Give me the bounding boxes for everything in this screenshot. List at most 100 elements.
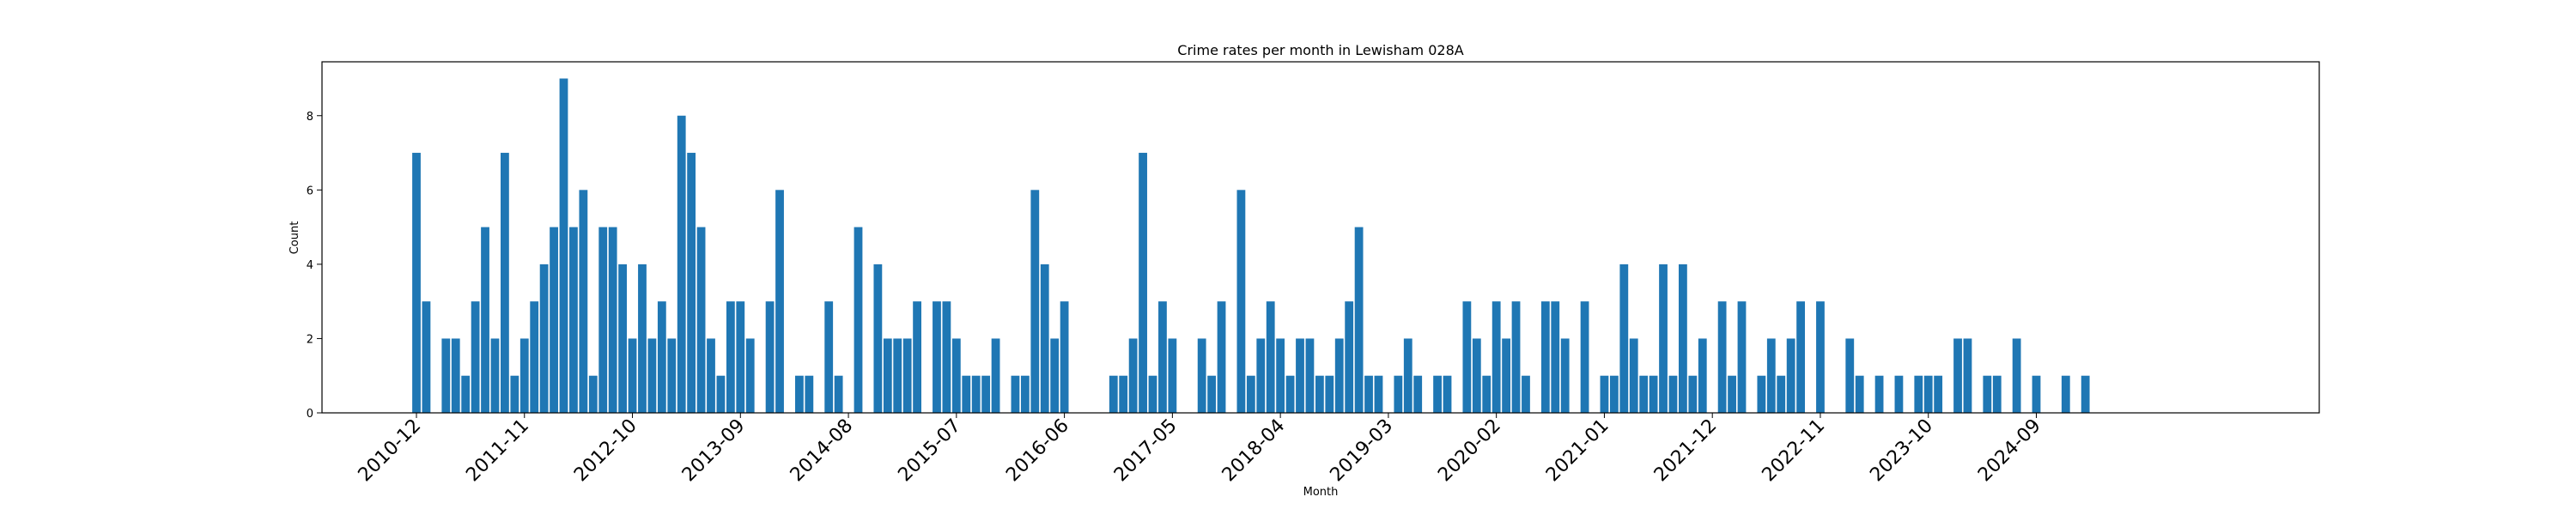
bar-155 <box>1934 375 1943 413</box>
bar-24 <box>647 338 657 413</box>
bar-62 <box>1020 375 1030 413</box>
bar-80 <box>1197 338 1206 413</box>
bar-13 <box>539 264 549 413</box>
bar-130 <box>1688 375 1698 413</box>
bar-12 <box>530 301 539 413</box>
bar-30 <box>707 338 715 413</box>
bar-56 <box>962 375 971 413</box>
bar-87 <box>1266 301 1275 413</box>
bar-160 <box>1983 375 1992 413</box>
bar-143 <box>1816 301 1825 413</box>
bar-55 <box>951 338 961 413</box>
x-tick-label: 2021-01 <box>1542 415 1613 487</box>
bar-107 <box>1462 301 1472 413</box>
bar-43 <box>834 375 843 413</box>
bar-5 <box>461 375 471 413</box>
bar-140 <box>1786 338 1795 413</box>
bar-85 <box>1246 375 1255 413</box>
bar-57 <box>971 375 981 413</box>
bars-group <box>412 78 2090 414</box>
bar-84 <box>1236 190 1246 413</box>
bar-149 <box>1874 375 1884 413</box>
bar-94 <box>1334 338 1344 413</box>
bar-89 <box>1285 375 1295 413</box>
bar-108 <box>1472 338 1481 413</box>
bar-128 <box>1668 375 1678 413</box>
x-tick-label: 2014-08 <box>787 415 858 487</box>
bar-59 <box>991 338 1000 413</box>
bar-11 <box>519 338 529 413</box>
bar-36 <box>765 301 775 413</box>
bar-122 <box>1609 375 1619 413</box>
x-tick-label: 2018-04 <box>1218 415 1290 487</box>
bar-101 <box>1403 338 1413 413</box>
bar-63 <box>1030 190 1040 413</box>
bar-37 <box>775 190 784 413</box>
bar-22 <box>628 338 637 413</box>
x-tick-label: 2020-02 <box>1434 415 1505 487</box>
bar-49 <box>893 338 902 413</box>
bar-146 <box>1845 338 1855 413</box>
bar-168 <box>2061 375 2070 413</box>
bar-50 <box>902 338 912 413</box>
bar-33 <box>736 301 745 413</box>
y-tick-label: 2 <box>307 333 313 346</box>
bar-121 <box>1600 375 1609 413</box>
bar-26 <box>667 338 677 413</box>
bar-34 <box>745 338 755 413</box>
y-tick-label: 6 <box>307 185 313 197</box>
bar-48 <box>883 338 892 413</box>
bar-113 <box>1522 375 1530 413</box>
y-axis: 0 2 4 6 8 <box>307 111 322 421</box>
bar-88 <box>1276 338 1285 413</box>
bar-75 <box>1148 375 1157 413</box>
bar-19 <box>598 227 608 413</box>
bar-1 <box>422 301 431 413</box>
bar-133 <box>1717 301 1727 413</box>
bar-76 <box>1158 301 1167 413</box>
bar-20 <box>608 227 617 413</box>
bar-170 <box>2081 375 2090 413</box>
x-tick-label: 2015-07 <box>894 415 965 487</box>
bar-3 <box>441 338 451 413</box>
bar-81 <box>1207 375 1216 413</box>
bar-157 <box>1953 338 1962 413</box>
bar-32 <box>726 301 735 413</box>
bar-119 <box>1580 301 1589 413</box>
bar-141 <box>1796 301 1805 413</box>
bar-90 <box>1296 338 1304 413</box>
x-axis-label: Month <box>1303 486 1339 499</box>
bar-91 <box>1305 338 1315 413</box>
bar-9 <box>501 153 509 414</box>
bar-71 <box>1109 375 1118 413</box>
bar-110 <box>1492 301 1501 413</box>
bar-45 <box>854 227 863 413</box>
x-tick-label: 2023-10 <box>1866 415 1937 487</box>
bar-8 <box>490 338 500 413</box>
bar-54 <box>942 301 951 413</box>
bar-51 <box>913 301 921 413</box>
plot-frame <box>321 61 2320 414</box>
bar-72 <box>1119 375 1128 413</box>
bar-82 <box>1217 301 1226 413</box>
y-tick-label: 0 <box>307 408 313 421</box>
bar-73 <box>1128 338 1138 413</box>
bar-115 <box>1540 301 1550 413</box>
x-tick-label: 2013-09 <box>678 415 750 487</box>
bar-127 <box>1659 264 1668 413</box>
bar-151 <box>1894 375 1904 413</box>
bar-92 <box>1315 375 1324 413</box>
x-tick-label: 2017-05 <box>1110 415 1182 487</box>
bar-25 <box>657 301 666 413</box>
bar-21 <box>618 264 627 413</box>
bar-64 <box>1040 264 1049 413</box>
bar-117 <box>1560 338 1570 413</box>
bar-131 <box>1698 338 1707 413</box>
x-tick-label: 2012-10 <box>570 415 641 487</box>
x-tick-label: 2010-12 <box>355 415 426 487</box>
bar-39 <box>795 375 804 413</box>
bar-116 <box>1551 301 1560 413</box>
bar-95 <box>1345 301 1354 413</box>
bar-7 <box>481 227 489 413</box>
